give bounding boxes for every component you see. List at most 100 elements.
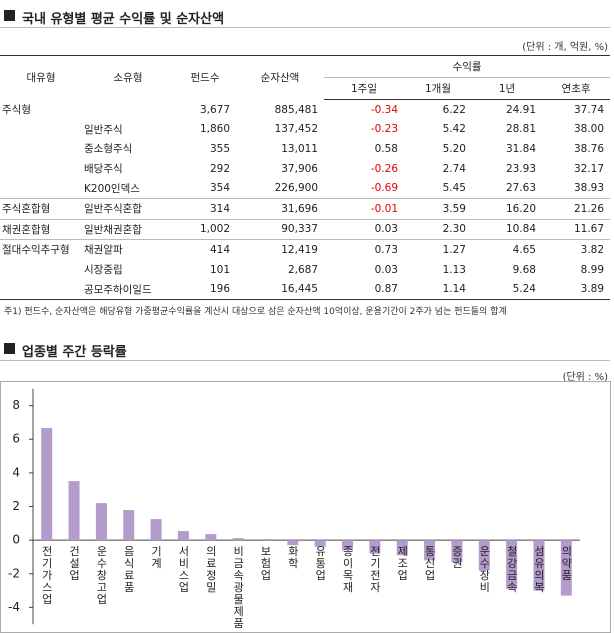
bar bbox=[314, 540, 326, 547]
table-cell bbox=[0, 120, 82, 140]
table-cell: 0.87 bbox=[324, 279, 404, 300]
table-cell: 일반주식혼합 bbox=[82, 197, 174, 220]
bar bbox=[259, 539, 271, 541]
table-cell: 12,419 bbox=[236, 239, 324, 260]
table-cell: 1,860 bbox=[199, 123, 230, 136]
x-tick-label: 증권 bbox=[450, 545, 463, 569]
bar bbox=[205, 534, 217, 541]
table-cell: 절대수익추구형 bbox=[0, 239, 82, 260]
column-header: 1주일 bbox=[324, 77, 404, 100]
table-cell: 885,481 bbox=[274, 103, 318, 116]
column-header: 연초후 bbox=[542, 77, 611, 100]
column-header: 1개월 bbox=[404, 77, 472, 100]
table-cell: 16.20 bbox=[472, 197, 542, 220]
table-cell bbox=[82, 100, 174, 120]
table-cell: 38.00 bbox=[573, 123, 605, 136]
bar bbox=[68, 481, 80, 541]
table-cell: 11.67 bbox=[542, 218, 611, 240]
table-cell: 27.63 bbox=[505, 182, 536, 195]
x-tick-label: 비금속광물제품 bbox=[232, 545, 245, 629]
table-cell: 2.74 bbox=[442, 162, 466, 175]
footnote: 주1) 펀드수, 순자산액은 해당유형 가중평균수익률을 계산시 대상으로 삼은… bbox=[4, 307, 507, 317]
column-header: 소유형 bbox=[82, 55, 174, 100]
table-cell: 채권혼합형 bbox=[0, 218, 82, 240]
bar bbox=[451, 540, 463, 562]
chart-frame bbox=[0, 381, 611, 633]
y-tick-label: 2 bbox=[12, 499, 20, 513]
table-cell: 3.82 bbox=[542, 239, 611, 260]
x-tick-label: 철강금속 bbox=[505, 545, 518, 593]
table-cell: 314 bbox=[174, 197, 236, 220]
table-row: 시장중립 101 2,687 0.03 1.13 9.68 8.99 bbox=[0, 260, 610, 280]
table-row: 주식혼합형 일반주식혼합 314 31,696 -0.01 3.59 16.20 21.26 bbox=[0, 197, 611, 220]
table-cell: 24.91 bbox=[505, 103, 536, 116]
column-header: 대유형 bbox=[0, 55, 82, 100]
table-cell: 38.76 bbox=[573, 142, 605, 155]
table-row: 배당주식 292 37,906 -0.26 2.74 23.93 32.17 bbox=[0, 159, 610, 179]
bar bbox=[424, 540, 436, 561]
x-tick-label: 제조업 bbox=[396, 545, 409, 581]
bar bbox=[478, 540, 490, 571]
x-tick-label: 유통업 bbox=[314, 545, 327, 581]
table-cell: 37.74 bbox=[573, 103, 605, 116]
table-cell: 일반채권혼합 bbox=[82, 218, 174, 240]
table-cell: 주식혼합형 bbox=[0, 197, 82, 220]
table-cell bbox=[0, 279, 82, 300]
x-tick-label: 종이목재 bbox=[341, 545, 354, 593]
table-cell: 배당주식 bbox=[84, 163, 123, 176]
x-tick-label: 화학 bbox=[286, 545, 299, 569]
bar bbox=[232, 538, 244, 541]
bar bbox=[41, 427, 53, 541]
bar bbox=[560, 540, 572, 596]
table-row: 중소형주식 355 13,011 0.58 5.20 31.84 38.76 bbox=[0, 139, 610, 159]
fund-table: 대유형 소유형 펀드수 순자산액 수익률 1주일 1개월 1년 연초후 주식형 3,677 885,… bbox=[0, 55, 611, 300]
table-row: 공모주하이일드 196 16,445 0.87 1.14 5.24 3.89 bbox=[0, 279, 611, 300]
table-cell: K200인덱스 bbox=[84, 182, 140, 195]
chart-title: 업종별 주간 등락률 bbox=[22, 345, 127, 360]
table-cell: 1.13 bbox=[442, 263, 466, 276]
column-header: 순자산액 bbox=[236, 55, 324, 100]
table-cell: 226,900 bbox=[274, 182, 318, 195]
table-cell: 공모주하이일드 bbox=[82, 279, 174, 300]
unit-label: (단위 : %) bbox=[562, 372, 608, 383]
table-cell: 354 bbox=[209, 182, 230, 195]
y-tick-label: 6 bbox=[12, 432, 20, 446]
bar bbox=[95, 503, 107, 541]
table-cell: -0.23 bbox=[370, 123, 398, 136]
bar bbox=[396, 540, 408, 556]
table-cell bbox=[0, 159, 82, 179]
table-cell: 5.42 bbox=[442, 123, 466, 136]
bar bbox=[533, 540, 545, 591]
group-header: 수익률 bbox=[324, 55, 611, 78]
table-cell: 채권알파 bbox=[82, 239, 174, 260]
column-header: 펀드수 bbox=[174, 55, 236, 100]
table-cell: 2.30 bbox=[404, 218, 472, 240]
bar bbox=[177, 531, 189, 541]
table-cell: -0.69 bbox=[370, 182, 398, 195]
x-tick-label: 건설업 bbox=[68, 545, 81, 581]
table-cell: 1.27 bbox=[404, 239, 472, 260]
table-cell: 3.89 bbox=[542, 279, 611, 300]
table-cell: 21.26 bbox=[542, 197, 611, 220]
table-cell: 1.14 bbox=[404, 279, 472, 300]
x-tick-label: 전기가스업 bbox=[40, 545, 53, 605]
bar bbox=[342, 540, 354, 551]
table-cell: 28.81 bbox=[505, 123, 536, 136]
table-cell: 0.03 bbox=[374, 263, 398, 276]
y-tick-label: 0 bbox=[12, 533, 20, 547]
table-cell: 0.03 bbox=[324, 218, 404, 240]
x-tick-label: 보험업 bbox=[259, 545, 272, 581]
x-tick-label: 서비스업 bbox=[177, 545, 190, 593]
table-cell bbox=[0, 178, 82, 198]
square-icon bbox=[4, 343, 15, 354]
x-tick-label: 운수장비 bbox=[478, 545, 491, 593]
table-cell: 주식형 bbox=[2, 104, 31, 117]
table-cell: 37,906 bbox=[281, 162, 318, 175]
table-cell: 38.93 bbox=[573, 182, 605, 195]
table-row: 주식형 3,677 885,481 -0.34 6.22 24.91 37.74 bbox=[0, 100, 610, 120]
bar bbox=[150, 519, 162, 541]
table-cell: 32.17 bbox=[573, 162, 605, 175]
table-cell: 292 bbox=[209, 162, 230, 175]
header-row: 대유형 소유형 펀드수 순자산액 수익률 bbox=[0, 55, 611, 100]
